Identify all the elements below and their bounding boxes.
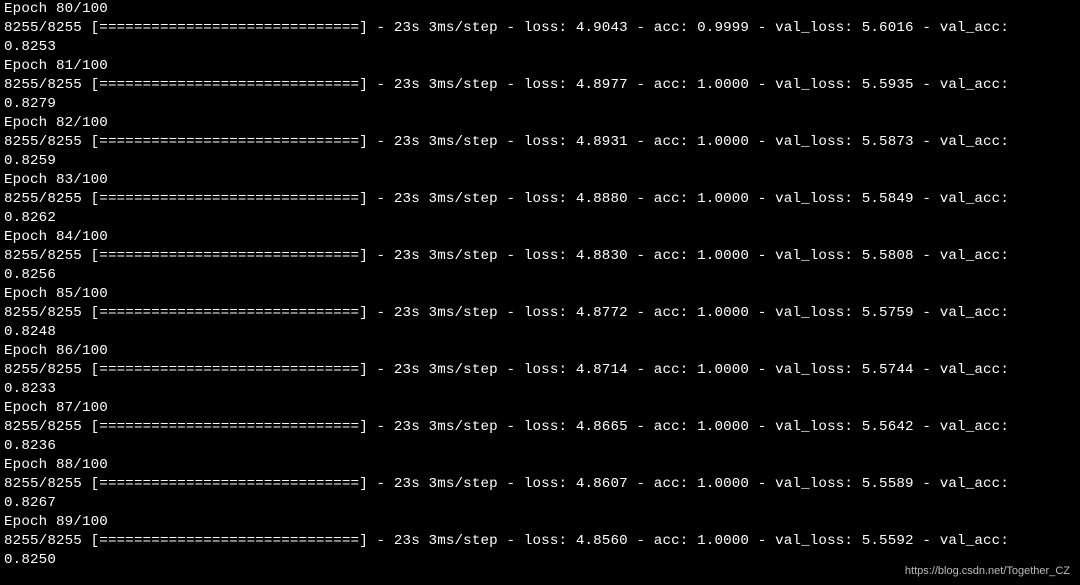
epoch-progress-line: 8255/8255 [=============================… xyxy=(4,475,1076,494)
watermark-text: https://blog.csdn.net/Together_CZ xyxy=(905,565,1070,577)
epoch-valacc-line: 0.8233 xyxy=(4,380,1076,399)
epoch-header-line: Epoch 87/100 xyxy=(4,399,1076,418)
epoch-header-line: Epoch 84/100 xyxy=(4,228,1076,247)
epoch-valacc-line: 0.8267 xyxy=(4,494,1076,513)
epoch-header-line: Epoch 83/100 xyxy=(4,171,1076,190)
epoch-valacc-line: 0.8262 xyxy=(4,209,1076,228)
epoch-header-line: Epoch 88/100 xyxy=(4,456,1076,475)
epoch-header-line: Epoch 82/100 xyxy=(4,114,1076,133)
epoch-header-line: Epoch 80/100 xyxy=(4,0,1076,19)
epoch-valacc-line: 0.8256 xyxy=(4,266,1076,285)
epoch-progress-line: 8255/8255 [=============================… xyxy=(4,19,1076,38)
epoch-progress-line: 8255/8255 [=============================… xyxy=(4,190,1076,209)
epoch-valacc-line: 0.8279 xyxy=(4,95,1076,114)
epoch-valacc-line: 0.8236 xyxy=(4,437,1076,456)
epoch-header-line: Epoch 81/100 xyxy=(4,57,1076,76)
epoch-progress-line: 8255/8255 [=============================… xyxy=(4,304,1076,323)
epoch-valacc-line: 0.8248 xyxy=(4,323,1076,342)
epoch-progress-line: 8255/8255 [=============================… xyxy=(4,418,1076,437)
epoch-header-line: Epoch 85/100 xyxy=(4,285,1076,304)
epoch-valacc-line: 0.8253 xyxy=(4,38,1076,57)
epoch-progress-line: 8255/8255 [=============================… xyxy=(4,532,1076,551)
epoch-progress-line: 8255/8255 [=============================… xyxy=(4,361,1076,380)
epoch-valacc-line: 0.8259 xyxy=(4,152,1076,171)
epoch-header-line: Epoch 89/100 xyxy=(4,513,1076,532)
epoch-header-line: Epoch 86/100 xyxy=(4,342,1076,361)
terminal-output: Epoch 80/1008255/8255 [=================… xyxy=(0,0,1080,570)
epoch-progress-line: 8255/8255 [=============================… xyxy=(4,133,1076,152)
epoch-progress-line: 8255/8255 [=============================… xyxy=(4,247,1076,266)
epoch-progress-line: 8255/8255 [=============================… xyxy=(4,76,1076,95)
